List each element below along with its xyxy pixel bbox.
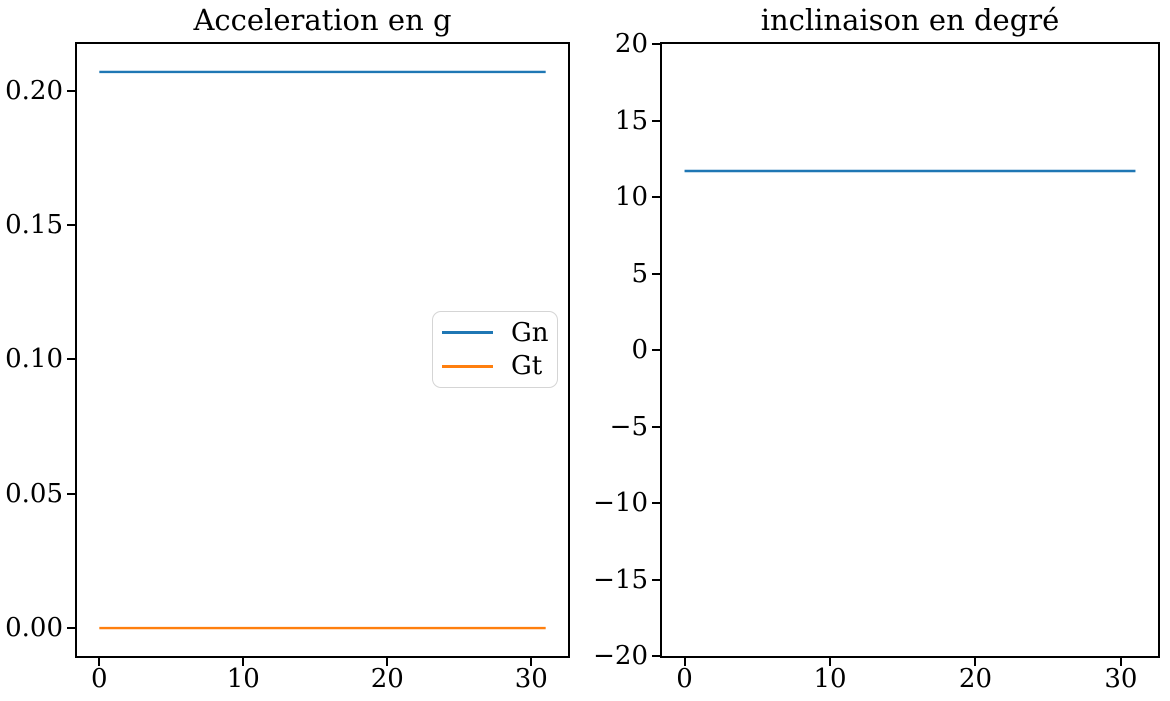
y-tick-label: 20 (614, 29, 648, 59)
plot-lines-acceleration (99, 70, 546, 630)
y-tick-label: −5 (609, 411, 648, 442)
x-tick-label: 20 (958, 664, 992, 694)
y-tick-mark (652, 655, 660, 657)
x-tick-label: 20 (370, 664, 404, 694)
y-tick-mark (652, 502, 660, 504)
y-tick-mark (67, 627, 75, 630)
y-tick-mark (652, 578, 660, 581)
axes-acceleration: Acceleration en g Gn Gt 0 10 20 30 0.00 0.05 0… (5, 3, 570, 692)
y-tick-label: 5 (631, 258, 648, 289)
x-tick-mark (683, 658, 686, 666)
legend-label-gn: Gn (511, 317, 549, 348)
x-tick-mark (1119, 658, 1122, 666)
y-tick-mark (67, 89, 75, 92)
y-tick-mark (652, 425, 660, 428)
x-tick-label: 10 (226, 664, 260, 694)
x-tick-mark (98, 658, 101, 666)
x-tick-mark (829, 658, 831, 666)
y-tick-label: 0.05 (5, 478, 63, 509)
y-tick-mark (652, 43, 660, 45)
y-tick-mark (67, 358, 75, 361)
y-tick-label: 0.10 (5, 344, 63, 375)
x-tick-label: 30 (514, 664, 548, 694)
legend-item-gn: Gn (433, 320, 557, 346)
y-tick-label: −15 (593, 564, 648, 595)
y-tick-mark (67, 492, 75, 495)
x-tick-label: 0 (91, 664, 108, 694)
chart-title-acceleration: Acceleration en g (193, 3, 452, 37)
y-tick-mark (67, 224, 75, 227)
y-tick-label: 0.00 (5, 613, 63, 644)
y-tick-label: −10 (593, 488, 648, 518)
y-tick-label: 15 (614, 105, 648, 136)
y-tick-mark (652, 349, 660, 351)
legend-label-gt: Gt (511, 351, 543, 382)
chart-title-inclinaison: inclinaison en degré (760, 3, 1060, 37)
legend-item-gt: Gt (433, 353, 557, 379)
y-tick-label: 0.20 (5, 75, 63, 106)
legend-line-sample-gn (442, 331, 493, 335)
x-tick-label: 0 (676, 664, 693, 694)
axes-inclinaison: inclinaison en degré 0 10 20 30 20 15 10 5 0 −5 −1… (593, 3, 1160, 692)
y-tick-label: 0 (631, 335, 648, 365)
y-tick-label: 0.15 (5, 210, 63, 241)
plot-lines-inclinaison (684, 169, 1136, 173)
legend: Gn Gt (432, 311, 558, 388)
y-tick-mark (652, 272, 660, 275)
x-tick-mark (386, 658, 389, 666)
x-tick-label: 30 (1104, 664, 1138, 694)
y-tick-label: −20 (593, 641, 648, 671)
x-tick-mark (242, 658, 245, 666)
legend-line-sample-gt (442, 364, 493, 368)
y-tick-mark (652, 119, 660, 122)
x-tick-mark (974, 658, 977, 666)
x-tick-label: 10 (813, 664, 847, 694)
y-tick-mark (652, 196, 660, 198)
x-tick-mark (530, 658, 533, 666)
y-tick-label: 10 (614, 182, 648, 212)
